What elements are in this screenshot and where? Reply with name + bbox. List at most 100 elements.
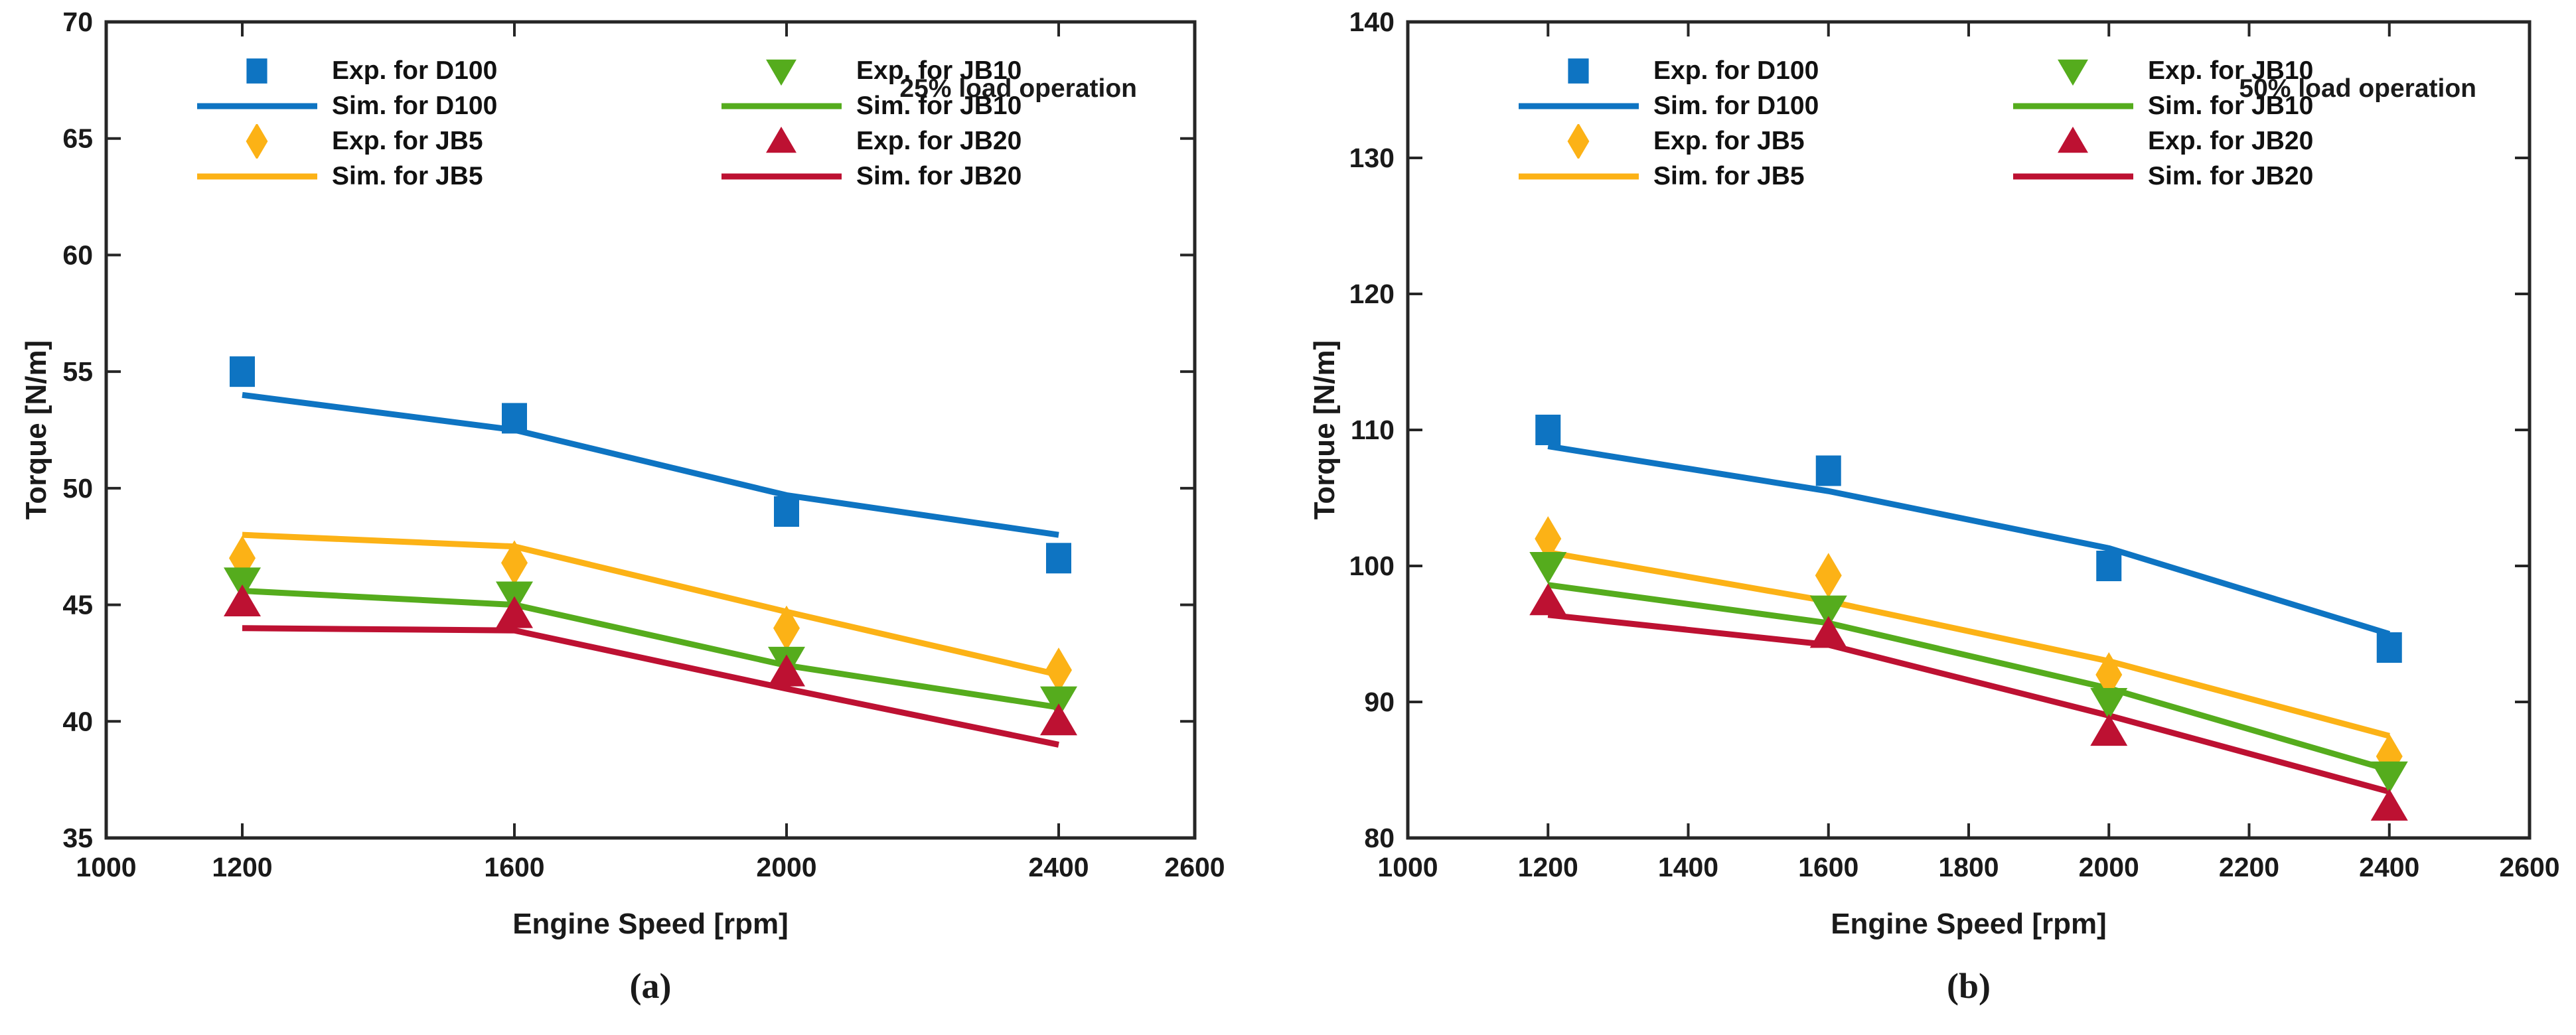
legend-label: Exp. for JB5: [332, 126, 483, 155]
x-axis-label: Engine Speed [rpm]: [512, 908, 789, 940]
diamond-marker: [1045, 647, 1072, 693]
x-tick-label: 2400: [2359, 852, 2419, 882]
x-tick-label: 2400: [1028, 852, 1089, 882]
legend-item-exp-for-jb5[interactable]: Exp. for JB5: [1511, 123, 2005, 159]
y-tick-label: 140: [1349, 7, 1395, 37]
legend-line-icon: [714, 89, 850, 123]
diamond-marker: [1815, 553, 1842, 598]
legend-label: Exp. for JB5: [1653, 126, 1805, 155]
x-tick-label: 1600: [1798, 852, 1858, 882]
y-tick-label: 120: [1349, 279, 1395, 309]
legend-item-sim-for-jb5[interactable]: Sim. for JB5: [1511, 159, 2005, 194]
legend-line-icon: [189, 159, 325, 194]
square-marker: [1535, 415, 1561, 445]
x-tick-label: 1200: [1518, 852, 1578, 882]
legend-item-sim-for-d100[interactable]: Sim. for D100: [1511, 88, 2005, 123]
square-marker: [1046, 543, 1071, 574]
legend-item-exp-for-jb20[interactable]: Exp. for JB20: [2005, 123, 2313, 159]
legend: Exp. for D100 Sim. for D100 Exp. for JB5 Si…: [189, 53, 1022, 194]
legend-item-sim-for-d100[interactable]: Sim. for D100: [189, 88, 714, 123]
triangle-up-marker: [496, 596, 533, 628]
y-tick-label: 65: [62, 123, 93, 154]
y-tick-label: 40: [62, 706, 93, 736]
y-tick-label: 90: [1364, 687, 1395, 717]
legend-label: Sim. for D100: [1653, 91, 1819, 120]
legend-column: Exp. for D100 Sim. for D100 Exp. for JB5 Si…: [1511, 53, 2005, 194]
chart-b-plot-area: 1000 1200 1400 1600 1800 2000 2200 2400 2600 80 90…: [1349, 7, 2560, 882]
triangle-up-marker: [1809, 616, 1847, 648]
y-tick-label: 110: [1351, 415, 1395, 445]
legend-item-sim-for-jb10[interactable]: Sim. for JB10: [2005, 88, 2313, 123]
load-annotation: 50% load operation: [2239, 74, 2476, 103]
legend-label: Exp. for JB10: [856, 56, 1022, 85]
x-tick-label: 2000: [2079, 852, 2139, 882]
legend-label: Exp. for JB20: [856, 126, 1022, 155]
legend-line-icon: [714, 159, 850, 194]
legend-triangle-up-icon: [2005, 124, 2141, 159]
diamond-marker: [1535, 516, 1562, 561]
triangle-down-marker: [2370, 761, 2408, 794]
legend-line-icon: [2005, 89, 2141, 123]
x-tick-label: 1400: [1658, 852, 1718, 882]
legend-line-icon: [1511, 89, 1647, 123]
x-tick-label: 2000: [756, 852, 816, 882]
legend-line-icon: [2005, 159, 2141, 194]
x-tick-label: 1600: [484, 852, 544, 882]
square-marker: [2096, 551, 2122, 581]
triangle-up-marker: [2370, 788, 2408, 821]
triangle-down-marker: [1529, 552, 1567, 584]
x-tick-label: 2600: [2499, 852, 2559, 882]
legend-triangle-down-icon: [714, 54, 850, 88]
legend-item-exp-for-jb10[interactable]: Exp. for JB10: [2005, 53, 2313, 88]
legend-label: Sim. for JB20: [2148, 161, 2314, 190]
triangle-up-marker: [1040, 703, 1077, 736]
sim-line-sim-for-jb10: [1547, 582, 2391, 773]
legend-label: Sim. for JB5: [1653, 161, 1805, 190]
legend-diamond-icon: [189, 123, 325, 159]
legend-item-sim-for-jb5[interactable]: Sim. for JB5: [189, 159, 714, 194]
subplot-label: (a): [629, 966, 672, 1006]
triangle-down-marker: [1809, 595, 1847, 628]
square-marker: [230, 356, 255, 387]
diamond-marker: [773, 605, 800, 651]
y-tick-label: 45: [62, 590, 93, 620]
legend-column: Exp. for D100 Sim. for D100 Exp. for JB5 Si…: [189, 53, 714, 194]
x-tick-label: 1200: [212, 852, 272, 882]
legend-label: Sim. for D100: [332, 91, 498, 120]
triangle-up-marker: [224, 585, 261, 617]
y-tick-label: 70: [62, 7, 93, 37]
x-tick-label: 1800: [1938, 852, 1999, 882]
legend-diamond-icon: [1511, 123, 1647, 159]
axes-frame: [104, 20, 1197, 840]
y-tick-label: 55: [62, 356, 93, 387]
legend-triangle-up-icon: [714, 124, 850, 159]
legend-square-icon: [1511, 54, 1647, 88]
triangle-down-marker: [1040, 686, 1077, 719]
y-tick-label: 50: [62, 473, 93, 504]
legend-label: Exp. for JB20: [2148, 126, 2314, 155]
legend-label: Exp. for D100: [1653, 56, 1819, 85]
legend-label: Sim. for JB10: [856, 91, 1022, 120]
legend-column: Exp. for JB10 Sim. for JB10 Exp. for JB20 S…: [2005, 53, 2313, 194]
legend-label: Sim. for JB5: [332, 161, 483, 190]
legend-item-exp-for-d100[interactable]: Exp. for D100: [1511, 53, 2005, 88]
legend-item-exp-for-d100[interactable]: Exp. for D100: [189, 53, 714, 88]
square-marker: [502, 403, 527, 434]
legend-item-sim-for-jb20[interactable]: Sim. for JB20: [714, 159, 1022, 194]
legend-item-sim-for-jb20[interactable]: Sim. for JB20: [2005, 159, 2313, 194]
legend-column: Exp. for JB10 Sim. for JB10 Exp. for JB20 S…: [714, 53, 1022, 194]
legend-item-sim-for-jb10[interactable]: Sim. for JB10: [714, 88, 1022, 123]
legend-triangle-down-icon: [2005, 54, 2141, 88]
y-tick-label: 100: [1349, 551, 1395, 581]
y-tick-label: 80: [1364, 823, 1395, 853]
legend-item-exp-for-jb5[interactable]: Exp. for JB5: [189, 123, 714, 159]
legend-item-exp-for-jb10[interactable]: Exp. for JB10: [714, 53, 1022, 88]
triangle-down-marker: [224, 567, 261, 600]
legend-line-icon: [1511, 159, 1647, 194]
legend-label: Exp. for D100: [332, 56, 498, 85]
legend-square-icon: [189, 54, 325, 88]
diamond-marker: [2095, 652, 2123, 697]
legend-item-exp-for-jb20[interactable]: Exp. for JB20: [714, 123, 1022, 159]
legend-label: Sim. for JB10: [2148, 91, 2314, 120]
sim-line-sim-for-jb20: [242, 625, 1059, 748]
